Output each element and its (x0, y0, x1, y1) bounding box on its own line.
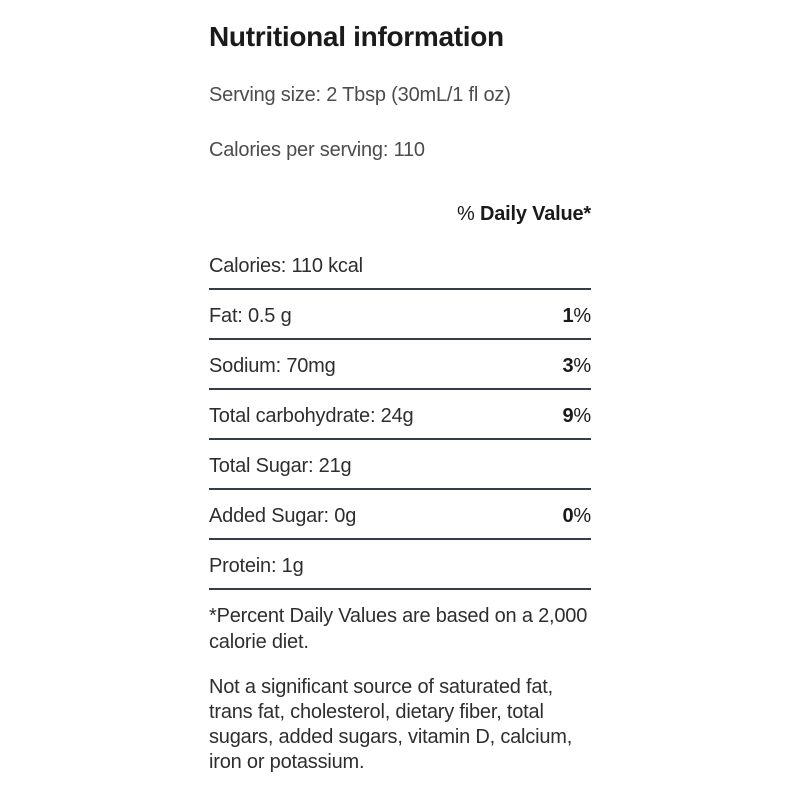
nutrient-daily-value: 3% (562, 355, 591, 377)
table-row-sodium: Sodium: 70mg 3% (209, 354, 591, 390)
daily-value-header-label: Daily Value* (480, 203, 591, 225)
table-row-calories: Calories: 110 kcal (209, 254, 591, 290)
table-row-fat: Fat: 0.5 g 1% (209, 304, 591, 340)
panel-title: Nutritional information (209, 21, 504, 52)
nutrient-daily-value: 9% (562, 405, 591, 427)
nutrient-label: Total carbohydrate: 24g (209, 405, 414, 427)
daily-value-header: % Daily Value* (209, 202, 591, 226)
nutrient-label: Calories: 110 kcal (209, 255, 363, 277)
not-significant-source-note: Not a significant source of saturated fa… (209, 676, 573, 773)
nutrient-label: Added Sugar: 0g (209, 505, 357, 527)
table-row-total-sugar: Total Sugar: 21g (209, 454, 591, 490)
table-row-protein: Protein: 1g (209, 554, 591, 590)
nutrient-daily-value: 1% (562, 305, 591, 327)
daily-value-percent-sign: % (457, 203, 480, 225)
nutrient-label: Fat: 0.5 g (209, 305, 292, 327)
nutrition-panel: Nutritional information Serving size: 2 … (209, 0, 591, 775)
nutrient-label: Protein: 1g (209, 555, 304, 577)
nutrient-label: Total Sugar: 21g (209, 455, 352, 477)
nutrient-label: Sodium: 70mg (209, 355, 336, 377)
calories-per-serving-line: Calories per serving: 110 (209, 139, 425, 161)
serving-size-line: Serving size: 2 Tbsp (30mL/1 fl oz) (209, 84, 511, 106)
nutrient-table: Calories: 110 kcal Fat: 0.5 g 1% Sodium:… (209, 254, 591, 590)
table-row-total-carbohydrate: Total carbohydrate: 24g 9% (209, 404, 591, 440)
daily-value-footnote: *Percent Daily Values are based on a 2,0… (209, 605, 588, 653)
nutrient-daily-value: 0% (562, 505, 591, 527)
table-row-added-sugar: Added Sugar: 0g 0% (209, 504, 591, 540)
